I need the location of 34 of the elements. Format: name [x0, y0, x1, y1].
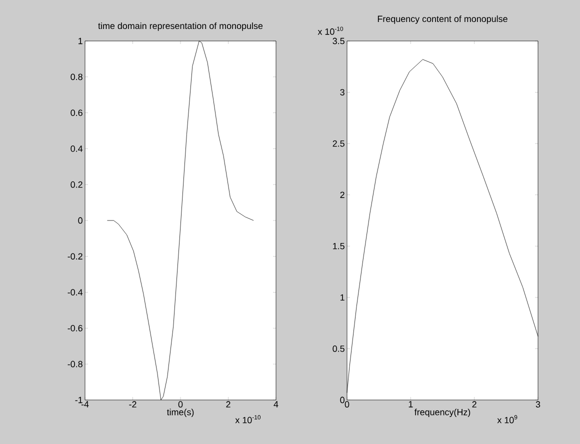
text: x 10$^{-10}$ — [318, 26, 344, 35]
x-tick-label: -2 — [129, 401, 136, 408]
x-tick-label: 2 — [226, 401, 230, 408]
x-tick-label: 0 — [178, 401, 183, 408]
y-tick-label: -0.6 — [68, 325, 82, 332]
text: x 10$^{9}$ — [497, 415, 518, 424]
x-tick-label: 3 — [536, 401, 540, 408]
chart-title: time domain representation of monopulse — [98, 22, 263, 31]
x-tick-label: 0 — [344, 401, 350, 408]
x-tick-label: -4 — [81, 401, 89, 408]
y-tick-label: 0.8 — [70, 74, 82, 80]
y-tick-label: -0.8 — [68, 360, 82, 368]
chart-title: Frequency content of monopulse — [378, 15, 508, 24]
y-tick-label: -0.4 — [68, 289, 83, 296]
x-tick-label: 4 — [274, 401, 278, 408]
y-tick-label: 3 — [340, 89, 344, 96]
y-tick-label: 1.5 — [333, 242, 344, 250]
y-tick-label: 0.4 — [70, 146, 83, 152]
y-tick-label: 1 — [340, 294, 344, 300]
x-axis-title: frequency(Hz) — [414, 408, 470, 418]
y-tick-label: 0 — [78, 217, 82, 224]
text: x 10$^{-10}$ — [235, 415, 261, 424]
y-tick-label: 0.5 — [332, 346, 344, 352]
y-tick-label: -0.2 — [68, 253, 82, 260]
y-tick-label: 2.5 — [332, 140, 344, 147]
y-tick-label: 1 — [78, 38, 82, 44]
y-tick-label: 0.6 — [70, 110, 82, 116]
x-tick-label: 2 — [472, 401, 476, 408]
y-tick-label: 2 — [340, 192, 344, 198]
y-tick-label: 0.2 — [70, 181, 82, 188]
x-tick-label: 1 — [408, 401, 413, 408]
y-tick-label: -1 — [75, 396, 82, 404]
y-tick-label: 3.5 — [332, 38, 344, 44]
x-axis-title: time(s) — [166, 408, 194, 418]
